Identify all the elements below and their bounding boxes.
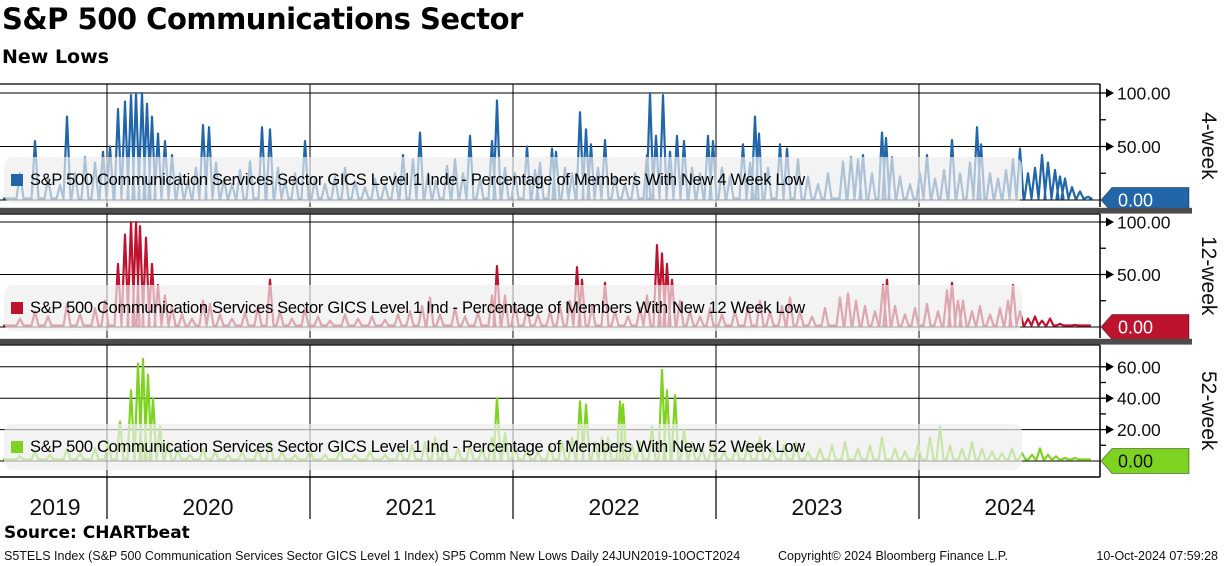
legend-12-week: S&P 500 Communication Services Sector GI… — [4, 285, 1022, 331]
panel-label-52-week: 52-week — [1197, 371, 1220, 451]
page-subtitle: New Lows — [2, 46, 109, 68]
x-tick-2021: 2021 — [385, 494, 437, 520]
tick-arrow-icon — [1106, 88, 1114, 98]
tick-arrow-icon — [1106, 217, 1114, 227]
x-tick-2020: 2020 — [182, 494, 234, 520]
y-tick-label: 60.00 — [1117, 357, 1161, 377]
legend-label-4-week: S&P 500 Communication Services Sector GI… — [30, 170, 805, 189]
footer-ticker-info: S5TELS Index (S&P 500 Communication Serv… — [4, 549, 741, 563]
panel-label-4-week: 4-week — [1197, 111, 1220, 180]
source-label: Source: CHARTbeat — [4, 523, 190, 543]
tick-arrow-icon — [1106, 362, 1114, 372]
last-price-tag-52-week — [1100, 448, 1190, 474]
footer-copyright: Copyright© 2024 Bloomberg Finance L.P. — [778, 549, 1008, 563]
y-tick-label: 100.00 — [1117, 213, 1171, 233]
page-title: S&P 500 Communications Sector — [2, 2, 523, 36]
footer-timestamp: 10-Oct-2024 07:59:28 — [1096, 549, 1218, 563]
legend-marker-icon — [11, 174, 23, 186]
y-tick-label: 20.00 — [1117, 420, 1161, 440]
tick-arrow-icon — [1106, 142, 1114, 151]
last-price-tag-label: 0.00 — [1118, 452, 1153, 472]
x-tick-2022: 2022 — [588, 494, 640, 520]
last-price-tag-label: 0.00 — [1118, 191, 1153, 211]
tick-arrow-icon — [1106, 425, 1114, 435]
y-tick-label: 100.00 — [1117, 84, 1171, 104]
panel-separator — [0, 338, 1192, 345]
legend-marker-icon — [11, 302, 23, 314]
legend-52-week: S&P 500 Communication Services Sector GI… — [4, 424, 1022, 470]
last-price-tag-12-week — [1100, 314, 1190, 340]
last-price-tag-label: 0.00 — [1118, 318, 1153, 338]
legend-label-52-week: S&P 500 Communication Services Sector GI… — [30, 437, 805, 456]
legend-label-12-week: S&P 500 Communication Services Sector GI… — [30, 298, 805, 317]
x-tick-2019: 2019 — [29, 494, 81, 520]
y-tick-label: 50.00 — [1117, 265, 1161, 285]
legend-marker-icon — [11, 441, 23, 453]
tick-arrow-icon — [1106, 393, 1114, 403]
y-tick-label: 50.00 — [1117, 137, 1161, 157]
y-tick-label: 40.00 — [1117, 389, 1161, 409]
panel-label-12-week: 12-week — [1197, 236, 1220, 316]
x-tick-2023: 2023 — [791, 494, 843, 520]
panel-separator — [0, 207, 1192, 214]
tick-arrow-icon — [1106, 270, 1114, 279]
legend-4-week: S&P 500 Communication Services Sector GI… — [4, 157, 1022, 203]
x-tick-2024: 2024 — [984, 494, 1036, 520]
